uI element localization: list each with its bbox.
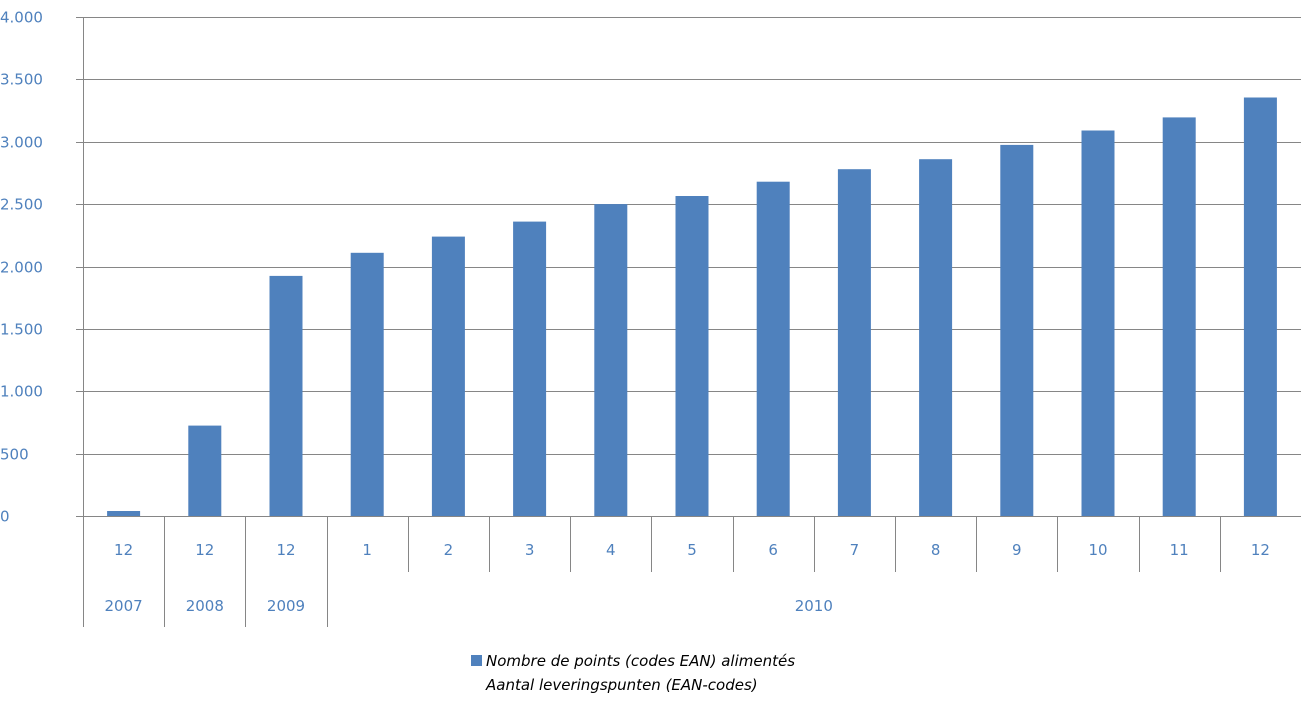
x-tick-label: 5 (687, 541, 697, 559)
bar (919, 159, 953, 516)
legend-label-secondary: Aantal leveringspunten (EAN-codes) (485, 676, 758, 694)
x-group-label: 2008 (186, 597, 224, 615)
y-tick-label: 3.000 (0, 134, 43, 152)
legend-swatch-icon (471, 655, 482, 666)
x-tick-label: 7 (850, 541, 860, 559)
x-tick-label: 9 (1012, 541, 1022, 559)
y-tick-label: 500 (0, 446, 29, 464)
bar (513, 221, 547, 516)
bar (1162, 117, 1196, 517)
y-tick-label: 4.000 (0, 9, 43, 27)
y-tick-label: 3.500 (0, 71, 43, 89)
y-tick-label: 2.500 (0, 196, 43, 214)
x-tick-label: 8 (931, 541, 941, 559)
bar (269, 275, 303, 516)
x-tick-label: 10 (1088, 541, 1107, 559)
axis-labels: 0 500 1.000 1.500 2.000 2.500 3.000 3.500 4.000 1… (0, 9, 1270, 616)
bar (188, 425, 222, 516)
bar (594, 204, 628, 516)
bar (350, 252, 384, 517)
x-tick-label: 4 (606, 541, 616, 559)
x-tick-label: 12 (276, 541, 295, 559)
x-tick-label: 12 (1251, 541, 1270, 559)
y-tick-label: 0 (0, 508, 10, 526)
x-tick-label: 12 (114, 541, 133, 559)
bar (1000, 144, 1034, 516)
bar (675, 196, 709, 516)
bar (1081, 130, 1115, 516)
x-group-label: 2007 (105, 597, 143, 615)
x-tick-label: 12 (195, 541, 214, 559)
x-tick-label: 3 (525, 541, 535, 559)
x-tick-label: 2 (444, 541, 454, 559)
bar (431, 236, 465, 516)
x-tick-label: 11 (1170, 541, 1189, 559)
legend-label: Nombre de points (codes EAN) alimentés (486, 652, 795, 670)
y-tick-label: 1.500 (0, 321, 43, 339)
bar (107, 511, 141, 516)
x-group-label: 2009 (267, 597, 305, 615)
bar (837, 169, 871, 516)
y-tick-label: 2.000 (0, 259, 43, 277)
x-group-label: 2010 (795, 597, 833, 615)
y-tick-label: 1.000 (0, 383, 43, 401)
bars (107, 97, 1277, 517)
x-tick-label: 6 (768, 541, 778, 559)
x-tick-label: 1 (362, 541, 372, 559)
bar (756, 181, 790, 516)
legend: Nombre de points (codes EAN) alimentés A… (471, 652, 795, 694)
bar (1243, 97, 1277, 516)
axes (76, 17, 1301, 627)
